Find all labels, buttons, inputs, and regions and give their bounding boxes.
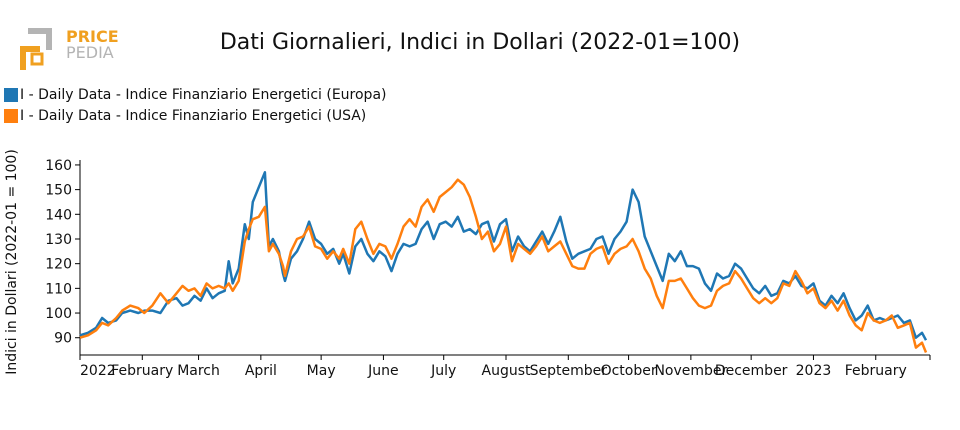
x-tick-label: April	[245, 363, 277, 379]
legend-item-usa[interactable]: I - Daily Data - Indice Finanziario Ener…	[4, 105, 386, 126]
legend-label-europa: I - Daily Data - Indice Finanziario Ener…	[20, 86, 387, 103]
legend-swatch-usa	[4, 108, 18, 123]
x-tick-label: July	[430, 363, 456, 379]
chart-legend: I - Daily Data - Indice Finanziario Ener…	[4, 84, 386, 126]
x-tick-label: October	[601, 363, 657, 379]
logo-mark-icon	[20, 28, 52, 70]
y-tick-label: 160	[45, 158, 72, 174]
y-tick-label: 110	[45, 281, 72, 297]
y-tick-label: 140	[45, 207, 72, 223]
x-tick-label: December	[715, 363, 788, 379]
y-tick-label: 150	[45, 183, 72, 199]
legend-item-europa[interactable]: I - Daily Data - Indice Finanziario Ener…	[4, 84, 386, 105]
x-tick-label: 2022	[80, 363, 116, 379]
y-tick-label: 120	[45, 257, 72, 273]
series-line-europa[interactable]	[79, 171, 928, 341]
series-line-usa[interactable]	[79, 178, 928, 353]
pricepedia-logo: PRICE PEDIA	[20, 27, 119, 70]
x-tick-label: August	[482, 363, 532, 379]
y-tick-label: 130	[45, 232, 72, 248]
y-tick-label: 90	[54, 331, 72, 347]
x-tick-label: September	[530, 363, 608, 379]
x-tick-label: February	[111, 363, 173, 379]
chart-title: Dati Giornalieri, Indici in Dollari (202…	[219, 30, 741, 55]
x-tick-label: February	[845, 363, 907, 379]
x-tick-label: June	[367, 363, 399, 379]
x-tick-label: March	[177, 363, 220, 379]
x-tick-label: May	[307, 363, 336, 379]
logo-line1: PRICE	[66, 27, 119, 46]
legend-swatch-europa	[4, 87, 18, 102]
chart-plot-area	[79, 171, 928, 353]
x-tick-label: 2023	[796, 363, 832, 379]
x-tick-label: November	[654, 363, 727, 379]
y-tick-label: 100	[45, 306, 72, 322]
logo-line2: PEDIA	[66, 43, 114, 62]
legend-label-usa: I - Daily Data - Indice Finanziario Ener…	[20, 107, 367, 124]
y-axis-label: Indici in Dollari (2022-01 = 100)	[4, 149, 20, 375]
